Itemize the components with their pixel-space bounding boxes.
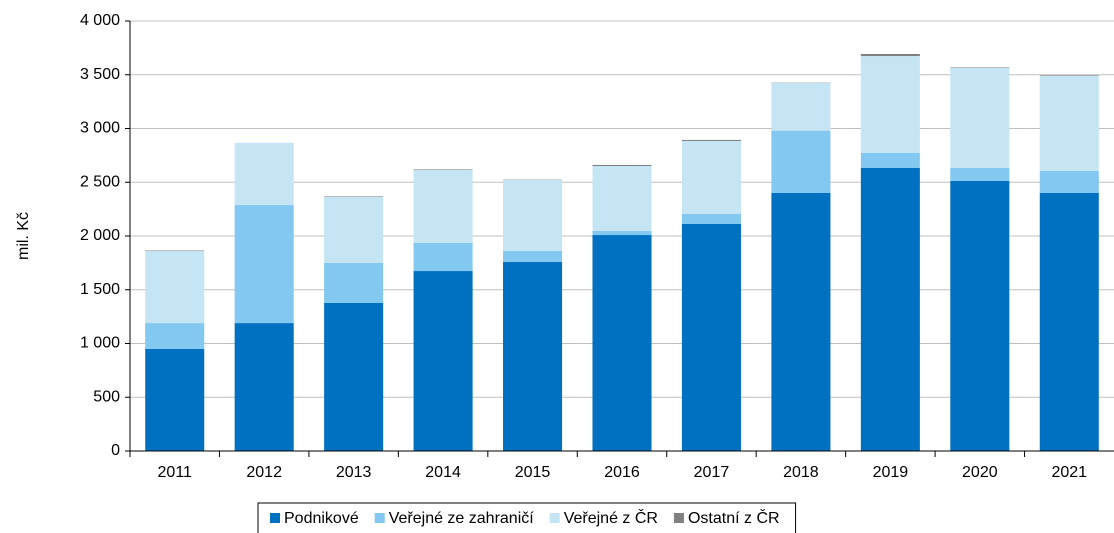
bar-segment <box>771 83 831 131</box>
bar-segment <box>324 302 384 451</box>
x-tick-label: 2016 <box>604 464 640 481</box>
bar-segment <box>145 251 205 324</box>
y-tick-label: 1 500 <box>80 281 120 298</box>
bar-segment <box>234 323 294 451</box>
y-tick-label: 500 <box>93 388 120 405</box>
x-tick-label: 2013 <box>336 464 372 481</box>
bar-segment <box>413 242 473 272</box>
x-tick-label: 2019 <box>873 464 909 481</box>
legend-swatch <box>549 513 560 523</box>
x-tick-label: 2021 <box>1051 464 1087 481</box>
legend-swatch <box>374 513 385 523</box>
bar-segment <box>950 67 1010 68</box>
legend-swatch <box>673 513 684 523</box>
x-tick-label: 2011 <box>158 464 193 481</box>
bar-segment <box>413 169 473 243</box>
x-tick-label: 2017 <box>694 464 730 481</box>
bar-segment <box>324 196 384 197</box>
y-tick-label: 2 000 <box>80 227 120 244</box>
bar-segment <box>145 323 205 349</box>
bar-segment <box>234 142 294 205</box>
bar-segment <box>681 213 741 224</box>
x-tick-label: 2020 <box>962 464 998 481</box>
bar-segment <box>950 180 1010 451</box>
legend-label: Podnikové <box>284 510 359 527</box>
bar-segment <box>234 204 294 324</box>
bar-segment <box>1039 193 1099 451</box>
bar-segment <box>324 262 384 303</box>
y-tick-label: 4 000 <box>80 12 120 29</box>
bar-segment <box>1039 170 1099 193</box>
legend-label: Veřejné ze zahraničí <box>389 510 535 527</box>
bar-segment <box>324 196 384 263</box>
bar-segment <box>503 179 563 252</box>
legend-box <box>257 502 797 533</box>
bar-segment <box>592 164 652 167</box>
bar-segment <box>1039 76 1099 171</box>
bar-segment <box>771 130 831 193</box>
bar-segment <box>950 67 1010 168</box>
y-tick-label: 2 500 <box>80 173 120 190</box>
y-tick-label: 0 <box>111 442 120 459</box>
bar-segment <box>681 223 741 451</box>
legend: Podnikové Veřejné ze zahraničí Veřejné z Č… <box>257 502 797 533</box>
bar-segment <box>860 153 920 168</box>
bar-segment <box>860 56 920 154</box>
bar-segment <box>771 193 831 451</box>
legend-label: Ostatní z ČR <box>688 508 780 527</box>
bar-segment <box>413 169 473 170</box>
bar-segment <box>860 167 920 451</box>
bar-segment <box>592 235 652 451</box>
y-tick-label: 1 000 <box>80 335 120 352</box>
bar-segment <box>681 140 741 214</box>
x-tick-label: 2012 <box>246 464 282 481</box>
bar-segment <box>592 166 652 231</box>
bar-segment <box>860 54 920 57</box>
bar-segment <box>950 167 1010 181</box>
bar-segment <box>413 271 473 451</box>
legend-swatch <box>270 513 280 523</box>
x-tick-label: 2015 <box>515 464 551 481</box>
bar-segment <box>503 262 563 451</box>
y-tick-label: 3 500 <box>80 66 120 83</box>
bar-segment <box>1039 75 1099 77</box>
bar-segment <box>592 230 652 236</box>
legend-label: Veřejné z ČR <box>564 508 658 527</box>
bar-segment <box>681 139 741 141</box>
bar-segment <box>145 250 205 252</box>
bar-segment <box>145 348 205 451</box>
bar-segment <box>503 251 563 263</box>
y-tick-label: 3 000 <box>80 120 120 137</box>
y-axis-label: mil. Kč <box>15 212 32 260</box>
x-tick-label: 2018 <box>783 464 819 481</box>
x-tick-label: 2014 <box>425 464 461 481</box>
